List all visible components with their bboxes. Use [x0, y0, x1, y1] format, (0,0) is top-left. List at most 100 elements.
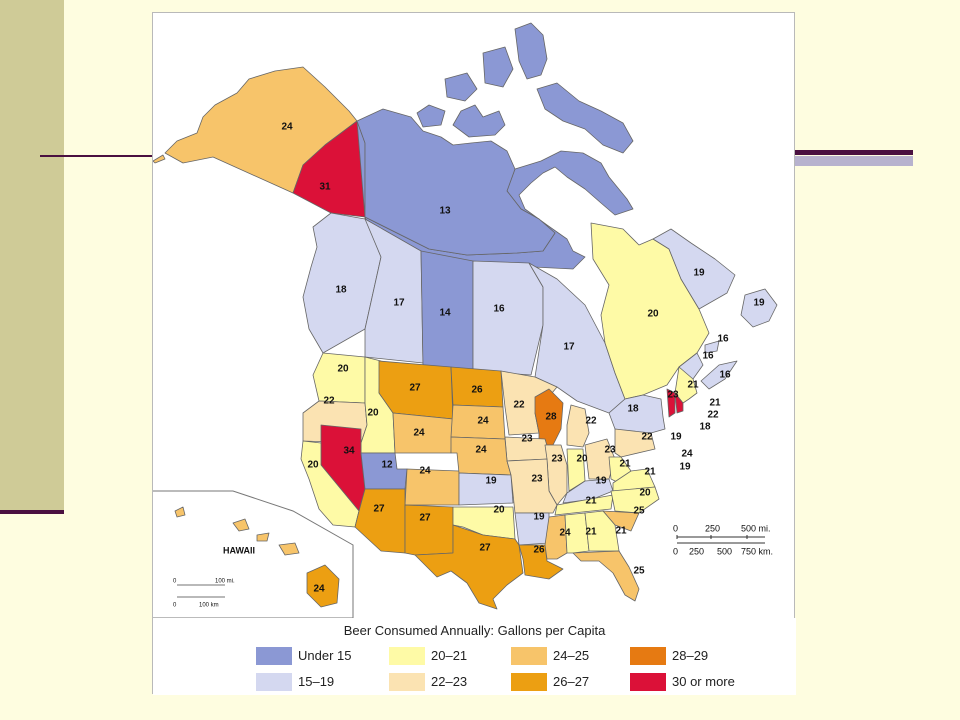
legend-label: Under 15 — [298, 648, 352, 663]
label-nh: 23 — [667, 390, 679, 401]
legend-label: 30 or more — [672, 674, 735, 689]
left-rule — [0, 510, 64, 514]
legend-swatch — [256, 673, 292, 691]
label-labrador: 19 — [693, 268, 705, 279]
hawaii-scale-km: 100 km — [199, 603, 219, 609]
hawaii-scale-mi: 100 mi. — [215, 579, 235, 585]
label-arkansas: 19 — [533, 512, 545, 523]
label-missouri: 23 — [531, 474, 543, 485]
region-hawaii — [232, 518, 250, 532]
title-line-right-shadow — [795, 156, 913, 166]
label-manitoba: 16 — [493, 304, 505, 315]
label-pei: 16 — [717, 334, 729, 345]
label-washington: 20 — [337, 364, 349, 375]
hawaii-scale-zero-mi: 0 — [173, 579, 177, 585]
hawaii-inset-label: HAWAII — [223, 545, 255, 555]
label-nevada: 34 — [343, 446, 355, 457]
label-quebec: 20 — [647, 309, 659, 320]
label-ma: 21 — [709, 398, 721, 409]
legend-swatch — [511, 647, 547, 665]
region-georgia — [584, 510, 620, 552]
region-pennsylvania — [614, 428, 656, 458]
region-hawaii — [174, 506, 186, 518]
label-california: 20 — [307, 460, 319, 471]
label-colorado: 24 — [419, 466, 431, 477]
label-louisiana: 26 — [533, 545, 545, 556]
label-idaho: 20 — [367, 408, 379, 419]
region-missouri — [506, 458, 558, 514]
label-west-virginia: 21 — [619, 459, 631, 470]
label-florida: 25 — [633, 566, 645, 577]
region-kansas — [458, 472, 514, 506]
region-hawaii — [256, 532, 270, 542]
hawaii-scale: 0 100 mi. 0 100 km — [173, 579, 235, 609]
label-iowa: 23 — [521, 434, 533, 445]
region-arctic-islands — [444, 72, 478, 102]
label-illinois: 23 — [551, 454, 563, 465]
scale-mi-500: 500 mi. — [741, 523, 771, 533]
title-line-left — [40, 155, 155, 157]
label-ohio: 23 — [604, 445, 616, 456]
label-ontario: 17 — [563, 342, 575, 353]
label-montana: 27 — [409, 383, 421, 394]
title-line-right — [795, 150, 913, 155]
label-mississippi: 24 — [559, 528, 571, 539]
region-pei — [704, 340, 720, 354]
label-tennessee: 21 — [585, 496, 597, 507]
legend-label: 28–29 — [672, 648, 709, 663]
north-america-map: 24 31 13 18 17 14 16 17 20 19 19 16 16 1… — [153, 22, 778, 618]
legend-label: 24–25 — [553, 648, 590, 663]
label-ct: 18 — [699, 422, 711, 433]
region-arctic-islands — [536, 82, 634, 154]
label-new-mexico: 27 — [419, 513, 431, 524]
label-alberta: 17 — [393, 298, 405, 309]
label-pennsylvania: 22 — [641, 432, 653, 443]
label-south-dakota: 24 — [477, 416, 489, 427]
label-georgia: 21 — [615, 526, 627, 537]
region-colorado — [404, 468, 460, 506]
label-north-dakota: 26 — [471, 385, 483, 396]
scale-km-750: 750 km. — [741, 546, 773, 556]
label-kansas: 19 — [485, 476, 497, 487]
region-nunavut-nwt — [356, 108, 556, 256]
label-arizona: 27 — [373, 504, 385, 515]
label-hawaii: 24 — [313, 584, 325, 595]
legend-swatch — [389, 647, 425, 665]
label-ri: 22 — [707, 410, 719, 421]
legend-label: 20–21 — [431, 648, 468, 663]
label-virginia: 21 — [644, 467, 656, 478]
label-oklahoma: 20 — [493, 505, 505, 516]
region-alaska — [153, 154, 166, 164]
legend-swatch — [256, 647, 292, 665]
region-nebraska — [450, 436, 512, 476]
legend-swatch — [630, 673, 666, 691]
region-tennessee — [554, 494, 614, 516]
label-minnesota: 22 — [513, 400, 525, 411]
region-labrador — [652, 228, 736, 310]
label-nova-scotia: 16 — [719, 370, 731, 381]
region-arctic-islands — [452, 104, 506, 138]
region-california — [300, 440, 360, 528]
legend-label: 26–27 — [553, 674, 590, 689]
label-nebraska: 24 — [475, 445, 487, 456]
hawaii-inset-frame — [153, 490, 354, 618]
region-vermont — [666, 388, 676, 418]
scale-km-0: 0 — [673, 546, 678, 556]
label-newfoundland: 19 — [753, 298, 765, 309]
region-washington — [312, 352, 366, 404]
label-alabama: 21 — [585, 527, 597, 538]
scale-km-250: 250 — [689, 546, 704, 556]
region-arctic-islands — [514, 22, 548, 80]
region-florida — [572, 550, 640, 602]
region-nova-scotia — [700, 360, 738, 390]
label-saskatchewan: 14 — [439, 308, 451, 319]
label-wyoming: 24 — [413, 428, 425, 439]
region-texas — [414, 524, 524, 610]
hawaii-scale-zero-km: 0 — [173, 603, 177, 609]
label-utah: 12 — [381, 460, 393, 471]
label-oregon: 22 — [323, 396, 335, 407]
label-maine: 21 — [687, 380, 699, 391]
label-indiana: 20 — [576, 454, 588, 465]
region-arctic-islands — [482, 46, 514, 88]
label-texas: 27 — [479, 543, 491, 554]
